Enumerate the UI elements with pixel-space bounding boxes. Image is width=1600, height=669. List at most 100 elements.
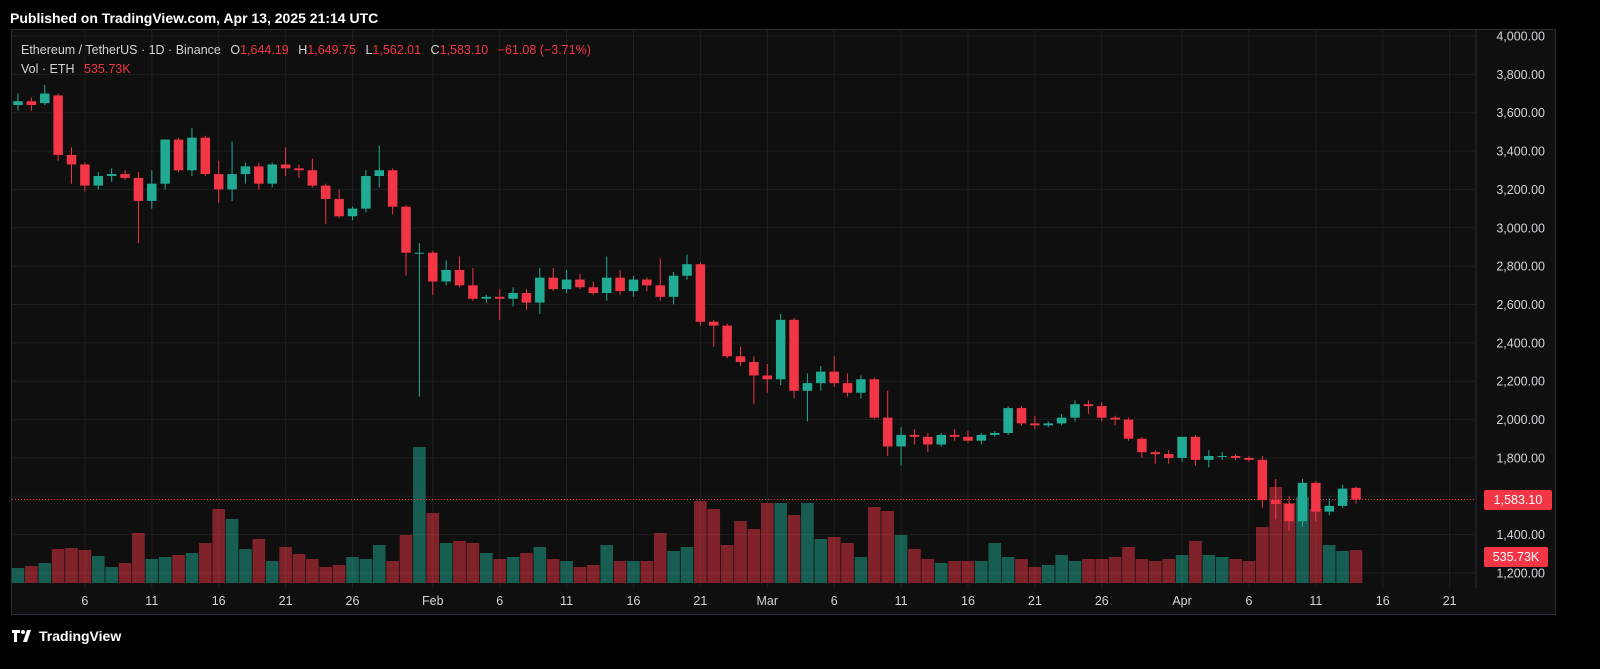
time-axis[interactable]: 6 11 16 21 26 Feb 6 11 16 21 Mar 6 11 16 21 26 Apr 6 11 16 2…	[81, 594, 1456, 608]
volume-bar	[1095, 559, 1109, 583]
x-tick-label: 6	[496, 594, 503, 608]
candle-up	[802, 383, 813, 391]
volume-bar	[680, 547, 694, 583]
candle-up	[160, 139, 170, 184]
candle-down	[1230, 456, 1241, 458]
x-tick-label: 21	[693, 594, 707, 608]
candle-down	[1110, 417, 1120, 420]
candle-down	[1083, 404, 1094, 407]
candle-up	[816, 371, 826, 384]
footer-brand[interactable]: TradingView	[12, 626, 121, 646]
y-tick-label: 1,800.00	[1496, 451, 1545, 465]
candle-down	[735, 356, 746, 363]
x-tick-label: 21	[1028, 594, 1042, 608]
change-value: −61.08 (−3.71%)	[497, 43, 591, 57]
volume-bar	[386, 561, 399, 583]
candle-down	[173, 139, 184, 171]
candle-down	[1030, 423, 1040, 426]
x-tick-label: 16	[212, 594, 226, 608]
candle-up	[1297, 482, 1308, 522]
volume-bar	[921, 559, 935, 583]
candle-down	[1097, 406, 1107, 418]
candle-up	[682, 264, 692, 276]
candle-up	[668, 275, 679, 297]
candle-down	[615, 277, 625, 292]
candle-up	[361, 176, 371, 209]
candle-down	[909, 434, 920, 437]
candle-down	[307, 170, 318, 186]
candle-down	[1123, 419, 1134, 439]
candle-down	[575, 279, 585, 288]
candle-up	[1324, 505, 1334, 512]
volume-bar	[694, 501, 707, 583]
volume-bar	[787, 515, 801, 583]
volume-value: 535.73K	[83, 62, 131, 76]
low-label: L	[365, 43, 373, 57]
volume-bars	[11, 447, 1363, 583]
volume-bar	[279, 547, 292, 583]
volume-bar	[1055, 555, 1068, 583]
candle-up	[976, 434, 987, 441]
volume-bar	[158, 557, 172, 583]
x-tick-label: 26	[346, 594, 360, 608]
volume-bar	[600, 545, 614, 583]
x-tick-label: 11	[1309, 594, 1322, 608]
price-axis[interactable]: 4,000.00 3,800.00 3,600.00 3,400.00 3,200.00…	[1496, 30, 1545, 581]
volume-bar	[118, 563, 132, 583]
volume-bar	[1028, 567, 1042, 583]
ohlc-row: Ethereum / TetherUS · 1D · Binance O1,64…	[21, 41, 591, 60]
candle-down	[254, 166, 264, 184]
y-tick-label: 1,400.00	[1496, 528, 1545, 542]
candle-down	[494, 296, 505, 299]
volume-bar	[1322, 545, 1336, 583]
volume-bar	[1001, 557, 1015, 583]
candle-up	[628, 279, 639, 292]
candle-down	[842, 383, 853, 393]
candle-up	[481, 296, 492, 299]
volume-bar	[265, 561, 279, 583]
candle-up	[106, 174, 117, 177]
volume-bar	[934, 563, 948, 583]
current-volume-badge: 535.73K	[1484, 547, 1548, 567]
candle-up	[1043, 423, 1054, 426]
candle-up	[601, 277, 612, 293]
x-tick-label: 16	[1376, 594, 1390, 608]
volume-bar	[546, 559, 560, 583]
y-tick-label: 4,000.00	[1496, 30, 1545, 44]
y-tick-label: 3,000.00	[1496, 221, 1545, 235]
volume-bar	[720, 545, 734, 583]
symbol-label: Ethereum / TetherUS · 1D · Binance	[21, 43, 221, 57]
high-value: 1,649.75	[307, 43, 356, 57]
candle-down	[869, 379, 880, 418]
candle-up	[856, 379, 866, 393]
volume-bar	[587, 565, 600, 583]
volume-bar	[908, 549, 921, 583]
candle-up	[896, 434, 906, 447]
x-tick-label: Feb	[422, 594, 444, 608]
close-value: 1,583.10	[439, 43, 489, 57]
candle-up	[1337, 488, 1348, 506]
volume-bar	[827, 537, 841, 583]
candle-up	[240, 166, 251, 175]
volume-bar	[38, 563, 52, 583]
candle-down	[655, 285, 665, 297]
volume-bar	[132, 533, 145, 583]
volume-bar	[78, 550, 92, 583]
candle-down	[387, 170, 398, 207]
candle-up	[414, 252, 425, 254]
volume-bar	[65, 548, 78, 583]
volume-bar	[881, 511, 894, 583]
candle-up	[1177, 436, 1187, 458]
candle-down	[320, 185, 331, 200]
volume-bar	[1135, 559, 1149, 583]
volume-bar	[1108, 557, 1122, 583]
volume-bar	[1336, 551, 1349, 583]
y-tick-label: 2,800.00	[1496, 260, 1545, 274]
candle-down	[1284, 503, 1294, 522]
x-tick-label: 16	[627, 594, 641, 608]
tradingview-logo-icon	[12, 627, 34, 647]
candle-up	[13, 101, 23, 106]
y-tick-label: 2,400.00	[1496, 336, 1545, 350]
volume-bar	[199, 543, 212, 583]
